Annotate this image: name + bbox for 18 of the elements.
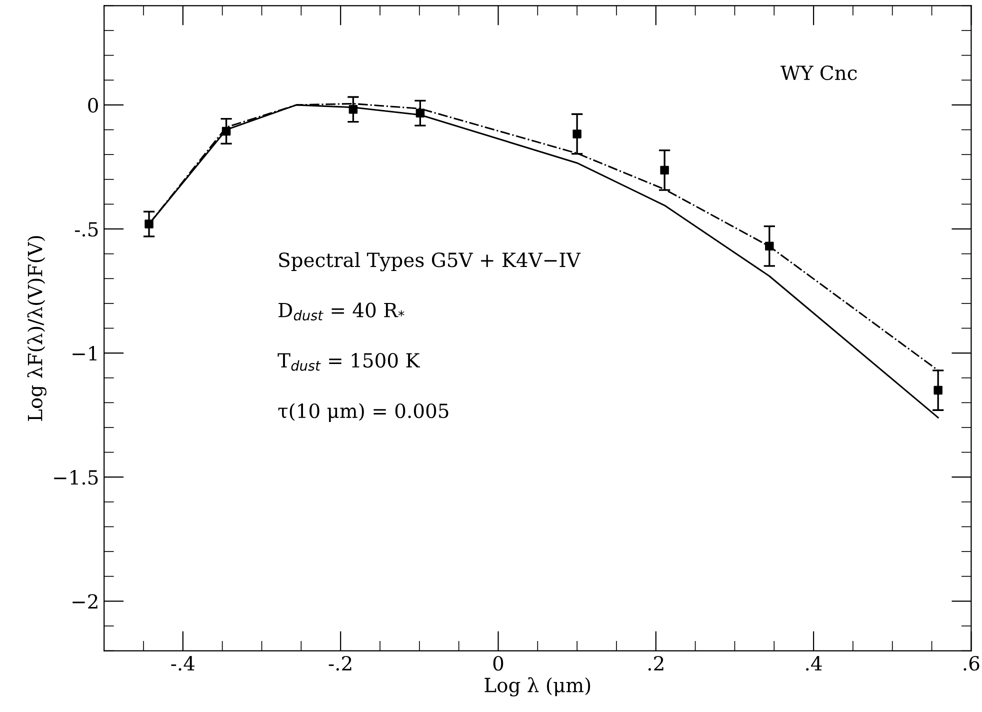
x-tick-label: 0 [493, 656, 504, 671]
x-axis-title: Log λ (μm) [484, 677, 590, 696]
x-tick-label: .4 [806, 656, 822, 671]
y-tick-label: −1 [72, 346, 96, 360]
annotation: Spectral Types G5V + K4V−IV [279, 252, 581, 272]
y-axis-title: Log λF(λ)/λ(V)F(V) [27, 236, 46, 421]
y-tick-label: 0 [88, 98, 98, 113]
annotation: WY Cnc [780, 65, 857, 80]
y-tick-label: −2 [72, 594, 98, 609]
annotation: τ(10 μm) = 0.005 [278, 403, 448, 422]
annotation: T$_{dust}$ = 1500 K [278, 353, 420, 371]
annotation: D$_{dust}$ = 40 R$_{*}$ [278, 302, 404, 320]
x-tick-label: -.2 [328, 656, 352, 671]
x-tick-label: -.4 [171, 656, 195, 671]
x-tick-label: .2 [648, 656, 664, 671]
y-tick-label: −1.5 [54, 470, 98, 485]
x-tick-label: .6 [964, 656, 980, 671]
y-tick-label: -.5 [74, 222, 98, 237]
